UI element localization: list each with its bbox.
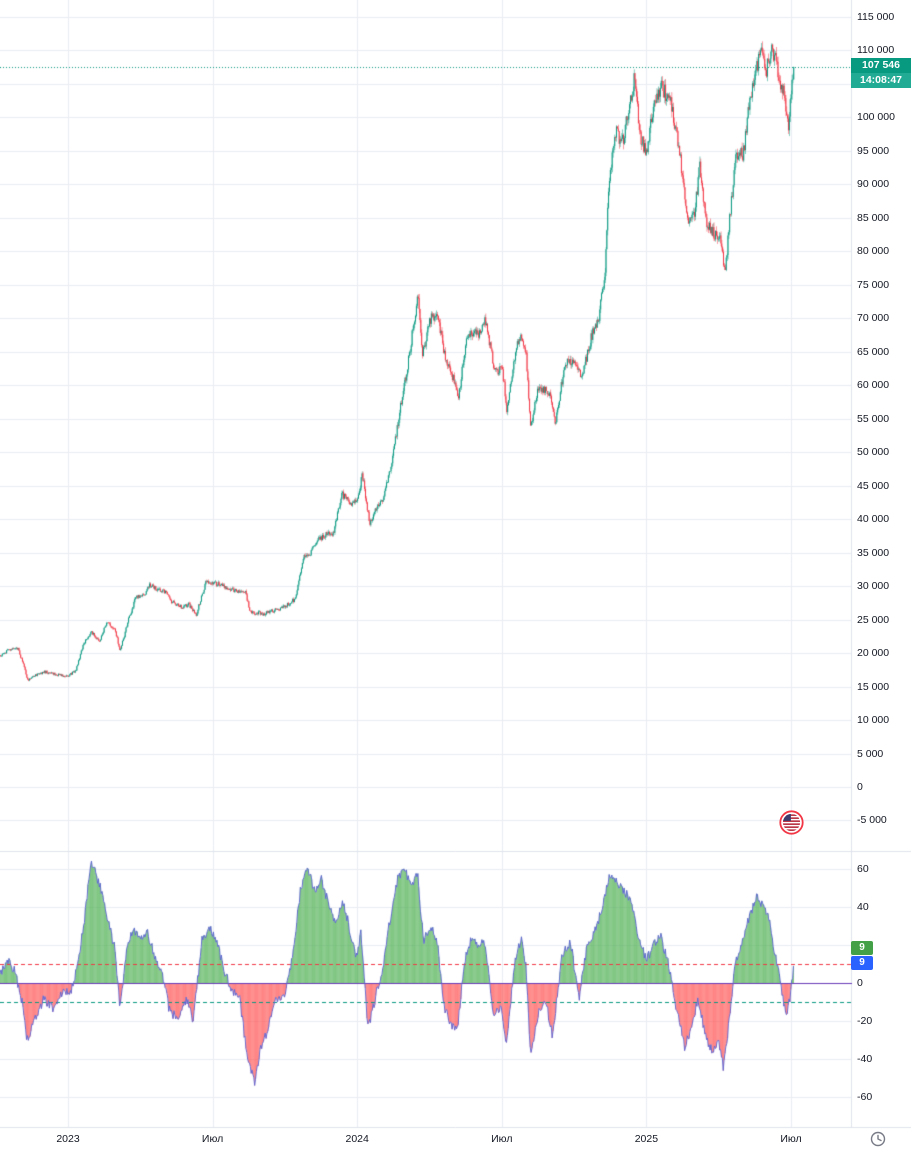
price-tick-label: 25 000 [857,613,890,626]
price-tick-label: 115 000 [857,11,895,23]
last-price-badge: 107 546 14:08:47 [851,58,911,88]
last-price-value: 107 546 [851,58,911,73]
time-tick-label: Июл [780,1133,802,1145]
us-flag-icon[interactable] [779,810,804,835]
oscillator-histogram-value-badge: 9 [851,941,873,955]
price-tick-label: 40 000 [857,513,890,526]
price-tick-label: 60 000 [857,379,890,392]
price-tick-label: 110 000 [857,44,895,57]
price-tick-label: 80 000 [857,245,890,258]
price-tick-label: 50 000 [857,446,890,459]
price-tick-label: 10 000 [857,714,890,727]
price-tick-label: 30 000 [857,580,890,593]
price-tick-label: 90 000 [857,178,890,191]
osc-tick-label: 60 [857,863,869,875]
osc-tick-label: 40 [857,901,869,913]
osc-tick-label: -20 [857,1015,873,1027]
osc-tick-label: -60 [857,1091,873,1103]
time-tick-label: 2023 [56,1133,80,1145]
price-tick-label: 5 000 [857,747,884,760]
price-tick-label: 65 000 [857,345,890,358]
price-tick-label: 75 000 [857,278,890,291]
price-tick-label: 45 000 [857,479,890,492]
price-tick-label: 95 000 [857,144,890,157]
price-tick-label: -5 000 [857,814,887,827]
price-tick-label: 20 000 [857,647,890,660]
osc-tick-label: 0 [857,977,863,989]
price-tick-label: 85 000 [857,211,890,224]
osc-tick-label: -40 [857,1053,873,1065]
price-tick-label: 55 000 [857,412,890,425]
price-tick-label: 35 000 [857,546,890,559]
price-tick-label: 70 000 [857,312,890,325]
oscillator-line-value-badge: 9 [851,956,873,970]
clock-icon[interactable] [869,1130,887,1148]
price-tick-label: 0 [857,781,863,793]
price-tick-label: 15 000 [857,680,890,693]
bar-countdown-timer: 14:08:47 [851,73,911,88]
time-tick-label: Июл [491,1133,513,1145]
time-tick-label: Июл [201,1133,224,1145]
time-axis[interactable]: 2023 Июл 2024 Июл 2025 Июл [0,1127,911,1152]
time-tick-label: 2024 [345,1133,369,1145]
time-tick-label: 2025 [634,1133,659,1145]
price-tick-label: 100 000 [857,111,895,124]
